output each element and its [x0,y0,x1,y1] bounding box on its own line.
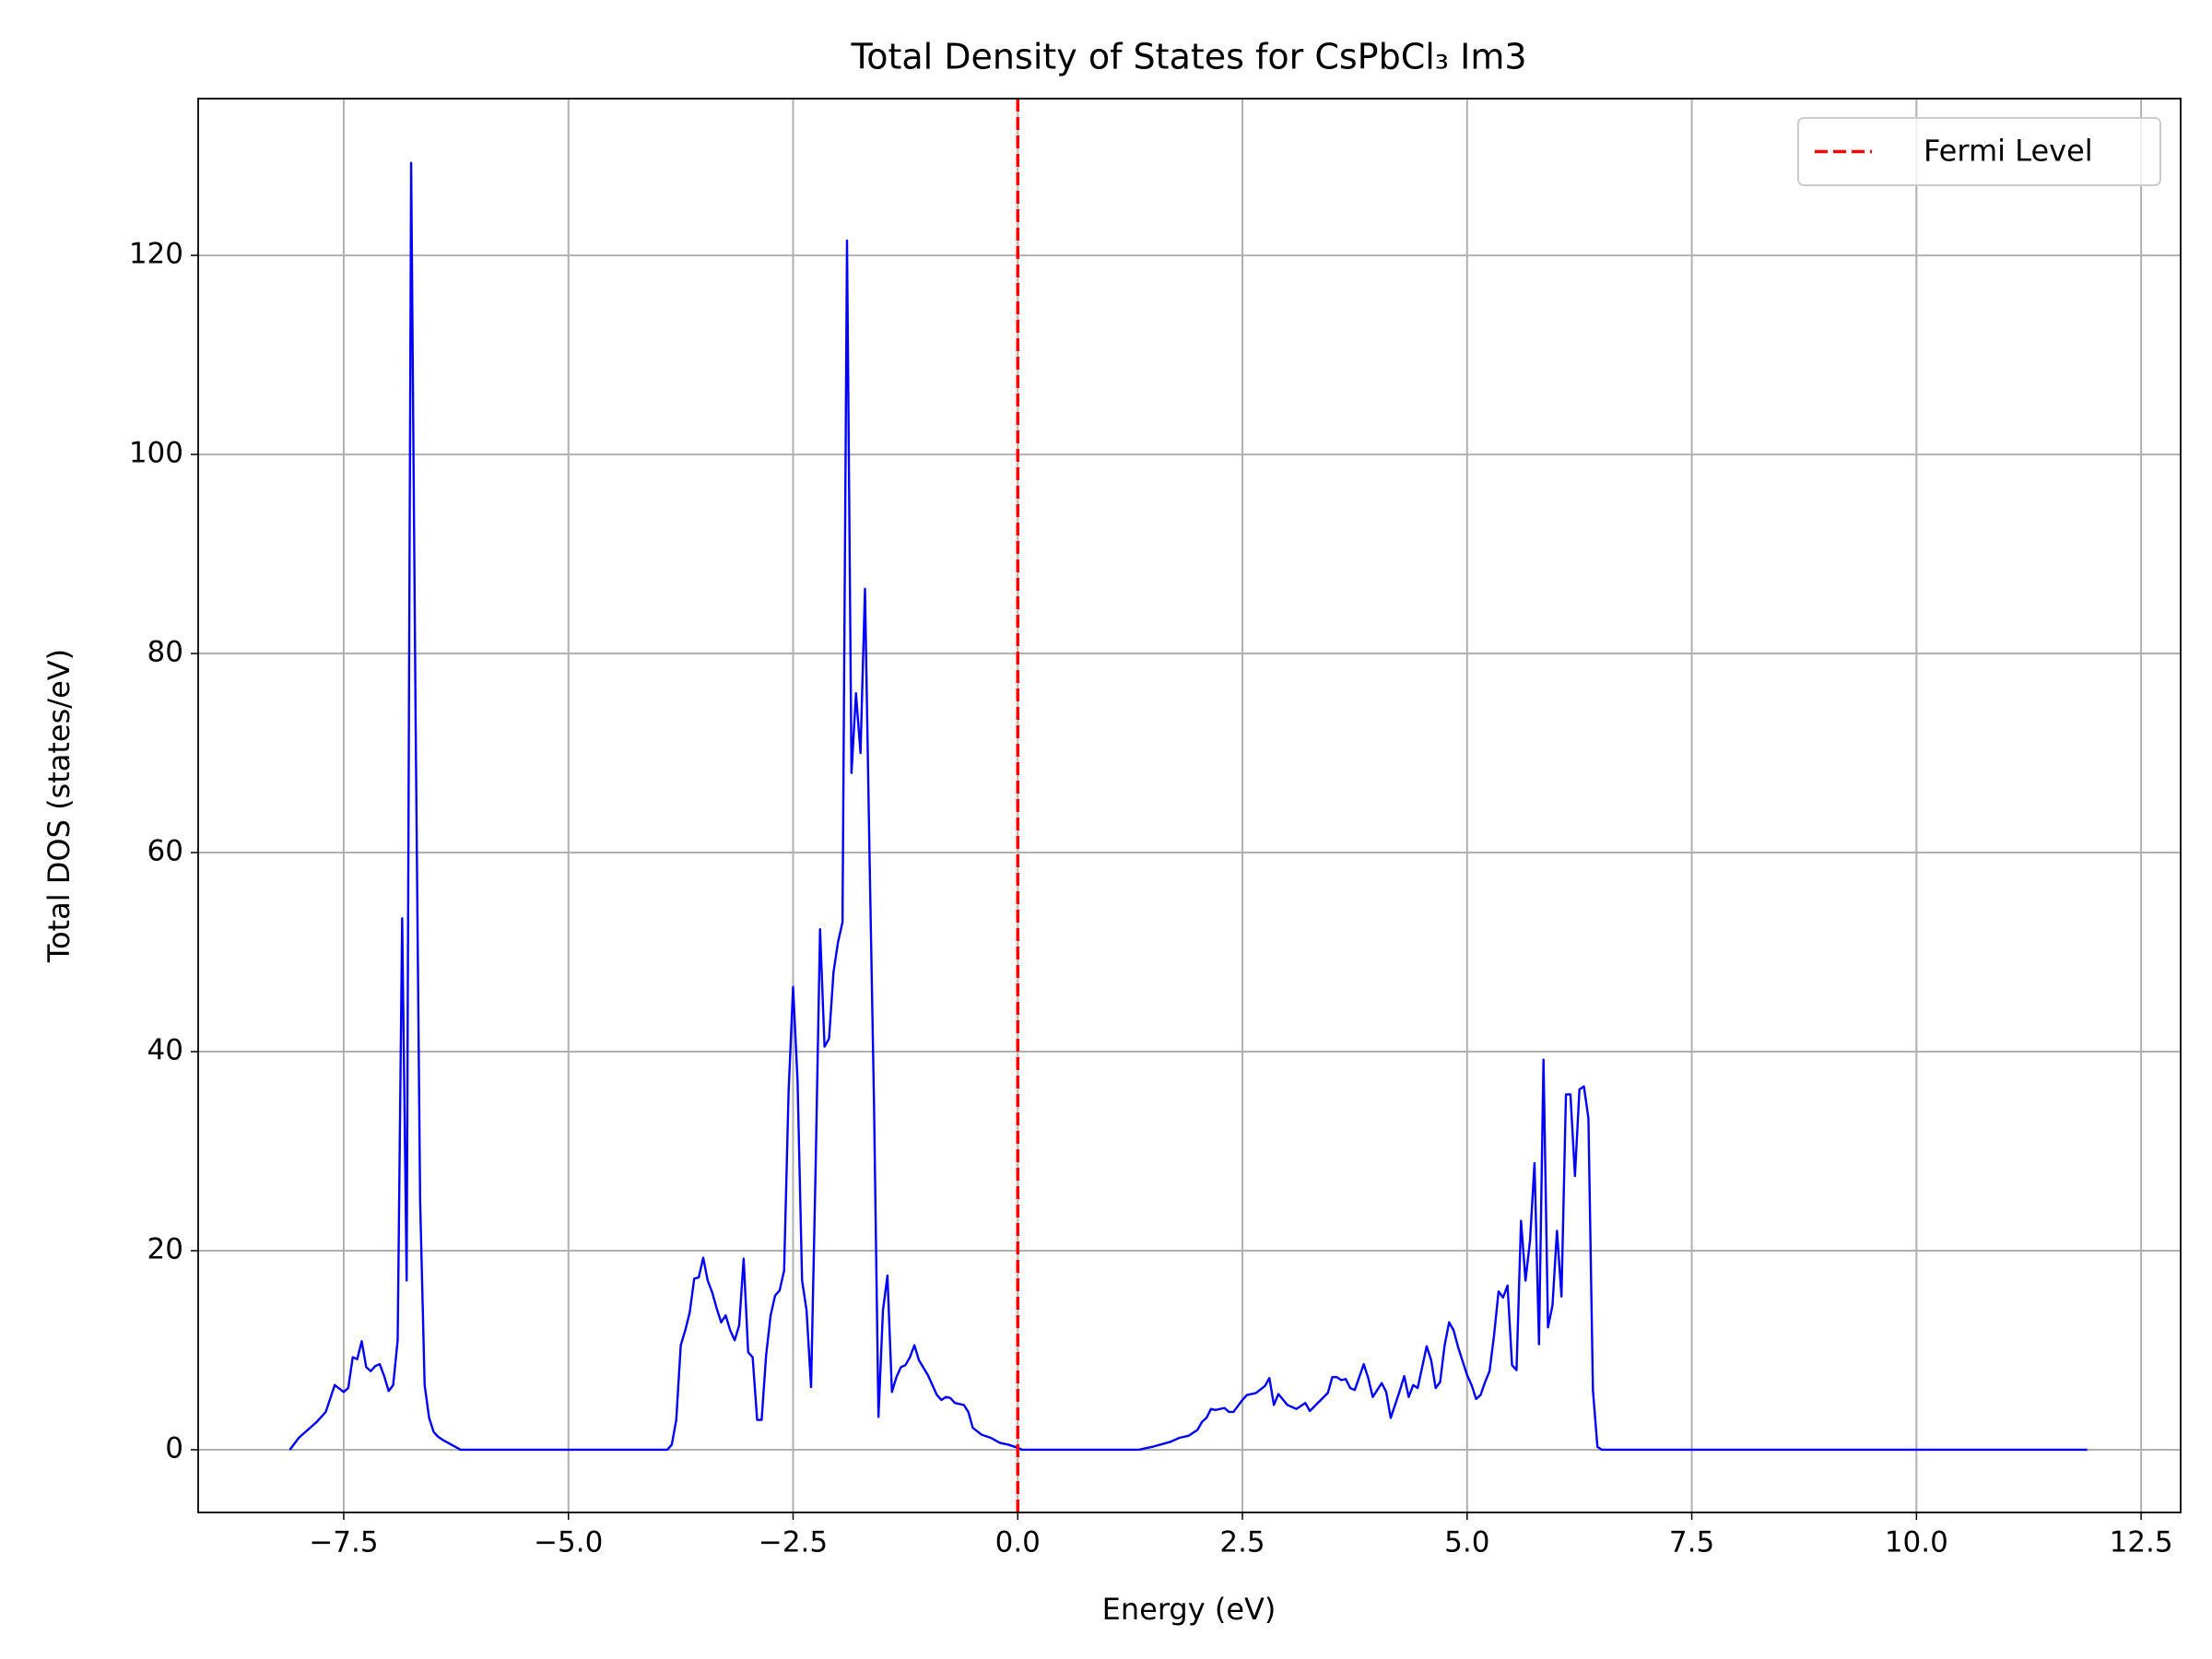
y-axis-label: Total DOS (states/eV) [41,649,76,963]
x-tick-label: −5.0 [534,1526,603,1559]
legend-label: Fermi Level [1924,134,2093,169]
x-tick-label: 12.5 [2110,1526,2173,1559]
x-axis-label: Energy (eV) [1102,1592,1277,1627]
x-tick-label: 10.0 [1885,1526,1948,1559]
y-tick-label: 20 [147,1232,183,1265]
x-tick-label: 5.0 [1444,1526,1489,1559]
y-tick-label: 40 [147,1034,183,1067]
y-tick-label: 60 [147,835,183,868]
x-tick-label: −2.5 [759,1526,828,1559]
x-tick-label: −7.5 [309,1526,378,1559]
y-tick-label: 100 [129,437,183,470]
y-tick-label: 80 [147,636,183,669]
legend-box [1797,117,2161,186]
dos-line [288,161,2088,1452]
chart-title: Total Density of States for CsPbCl₃ Im3 [850,37,1526,77]
y-tick-label: 0 [165,1431,183,1465]
y-tick-label: 120 [129,238,183,271]
x-tick-label: 0.0 [995,1526,1041,1559]
x-tick-label: 7.5 [1669,1526,1714,1559]
plot-frame [197,98,2182,1513]
x-tick-label: 2.5 [1219,1526,1265,1559]
